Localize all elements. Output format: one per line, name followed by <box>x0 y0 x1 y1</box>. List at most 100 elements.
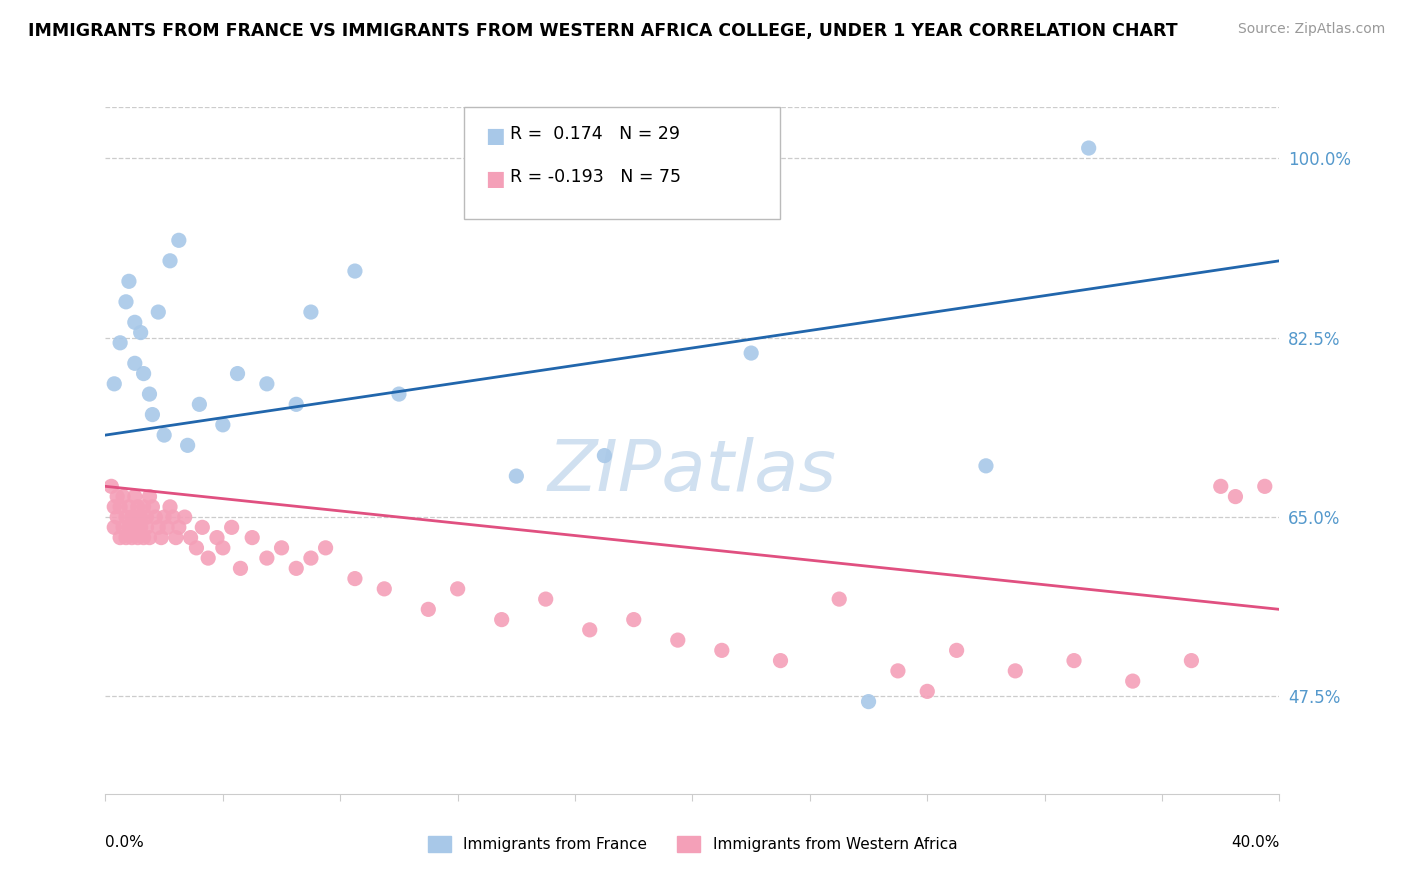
Point <box>256 376 278 391</box>
Point <box>418 602 440 616</box>
Point <box>1254 479 1277 493</box>
Point <box>124 356 146 370</box>
Point <box>887 664 910 678</box>
Point <box>138 531 160 545</box>
Point <box>534 592 557 607</box>
Point <box>148 305 170 319</box>
Point <box>105 510 128 524</box>
Point <box>858 695 880 709</box>
Point <box>141 500 163 514</box>
Point <box>221 520 243 534</box>
Point <box>105 490 128 504</box>
Point <box>135 520 157 534</box>
Point <box>115 294 138 309</box>
Text: Source: ZipAtlas.com: Source: ZipAtlas.com <box>1237 22 1385 37</box>
Point <box>945 643 967 657</box>
Point <box>143 510 166 524</box>
Point <box>270 541 292 555</box>
Text: R =  0.174   N = 29: R = 0.174 N = 29 <box>510 125 681 143</box>
Point <box>108 500 131 514</box>
Point <box>141 408 163 422</box>
Point <box>153 428 176 442</box>
Point <box>150 531 173 545</box>
Point <box>229 561 252 575</box>
Point <box>167 233 190 247</box>
Point <box>388 387 411 401</box>
Point <box>138 490 160 504</box>
Point <box>103 500 125 514</box>
Point <box>118 500 141 514</box>
Point <box>299 551 322 566</box>
Point <box>129 520 152 534</box>
Point <box>1122 674 1144 689</box>
Point <box>127 531 149 545</box>
Point <box>180 531 202 545</box>
Point <box>100 479 122 493</box>
Point <box>132 531 155 545</box>
Point <box>167 520 190 534</box>
Point <box>211 541 233 555</box>
Point <box>211 417 233 432</box>
Point <box>1180 654 1202 668</box>
Point <box>118 520 141 534</box>
Point <box>132 367 155 381</box>
Point <box>491 613 513 627</box>
Point <box>115 510 138 524</box>
Point <box>162 510 184 524</box>
Point <box>129 326 152 340</box>
Point <box>159 500 181 514</box>
Text: ■: ■ <box>485 126 505 145</box>
Point <box>108 531 131 545</box>
Point <box>156 520 179 534</box>
Point <box>124 520 146 534</box>
Point <box>256 551 278 566</box>
Point <box>447 582 470 596</box>
Point <box>505 469 527 483</box>
Point <box>1004 664 1026 678</box>
Text: ZIPatlas: ZIPatlas <box>548 436 837 506</box>
Point <box>148 520 170 534</box>
Point <box>623 613 645 627</box>
Point <box>108 335 131 350</box>
Point <box>132 500 155 514</box>
Text: 40.0%: 40.0% <box>1232 835 1279 850</box>
Point <box>1063 654 1085 668</box>
Legend: Immigrants from France, Immigrants from Western Africa: Immigrants from France, Immigrants from … <box>422 830 963 858</box>
Point <box>121 510 143 524</box>
Point <box>135 510 157 524</box>
Point <box>710 643 733 657</box>
Point <box>138 387 160 401</box>
Point <box>197 551 219 566</box>
Point <box>191 520 214 534</box>
Point <box>112 520 135 534</box>
Point <box>165 531 187 545</box>
Point <box>226 367 249 381</box>
Point <box>974 458 997 473</box>
Point <box>103 520 125 534</box>
Point <box>373 582 395 596</box>
Point <box>1209 479 1232 493</box>
Point <box>240 531 263 545</box>
Text: IMMIGRANTS FROM FRANCE VS IMMIGRANTS FROM WESTERN AFRICA COLLEGE, UNDER 1 YEAR C: IMMIGRANTS FROM FRANCE VS IMMIGRANTS FRO… <box>28 22 1178 40</box>
Point <box>285 397 308 411</box>
Point <box>666 633 689 648</box>
Point <box>118 274 141 288</box>
Point <box>315 541 337 555</box>
Point <box>124 315 146 329</box>
Point <box>593 449 616 463</box>
Point <box>103 376 125 391</box>
Point <box>173 510 195 524</box>
Point <box>299 305 322 319</box>
Point <box>917 684 939 698</box>
Point <box>127 500 149 514</box>
Point <box>124 510 146 524</box>
Point <box>176 438 198 452</box>
Point <box>828 592 851 607</box>
Point <box>112 490 135 504</box>
Point <box>578 623 600 637</box>
Text: R = -0.193   N = 75: R = -0.193 N = 75 <box>510 168 682 186</box>
Point <box>769 654 792 668</box>
Point <box>153 510 176 524</box>
Point <box>129 510 152 524</box>
Point <box>205 531 228 545</box>
